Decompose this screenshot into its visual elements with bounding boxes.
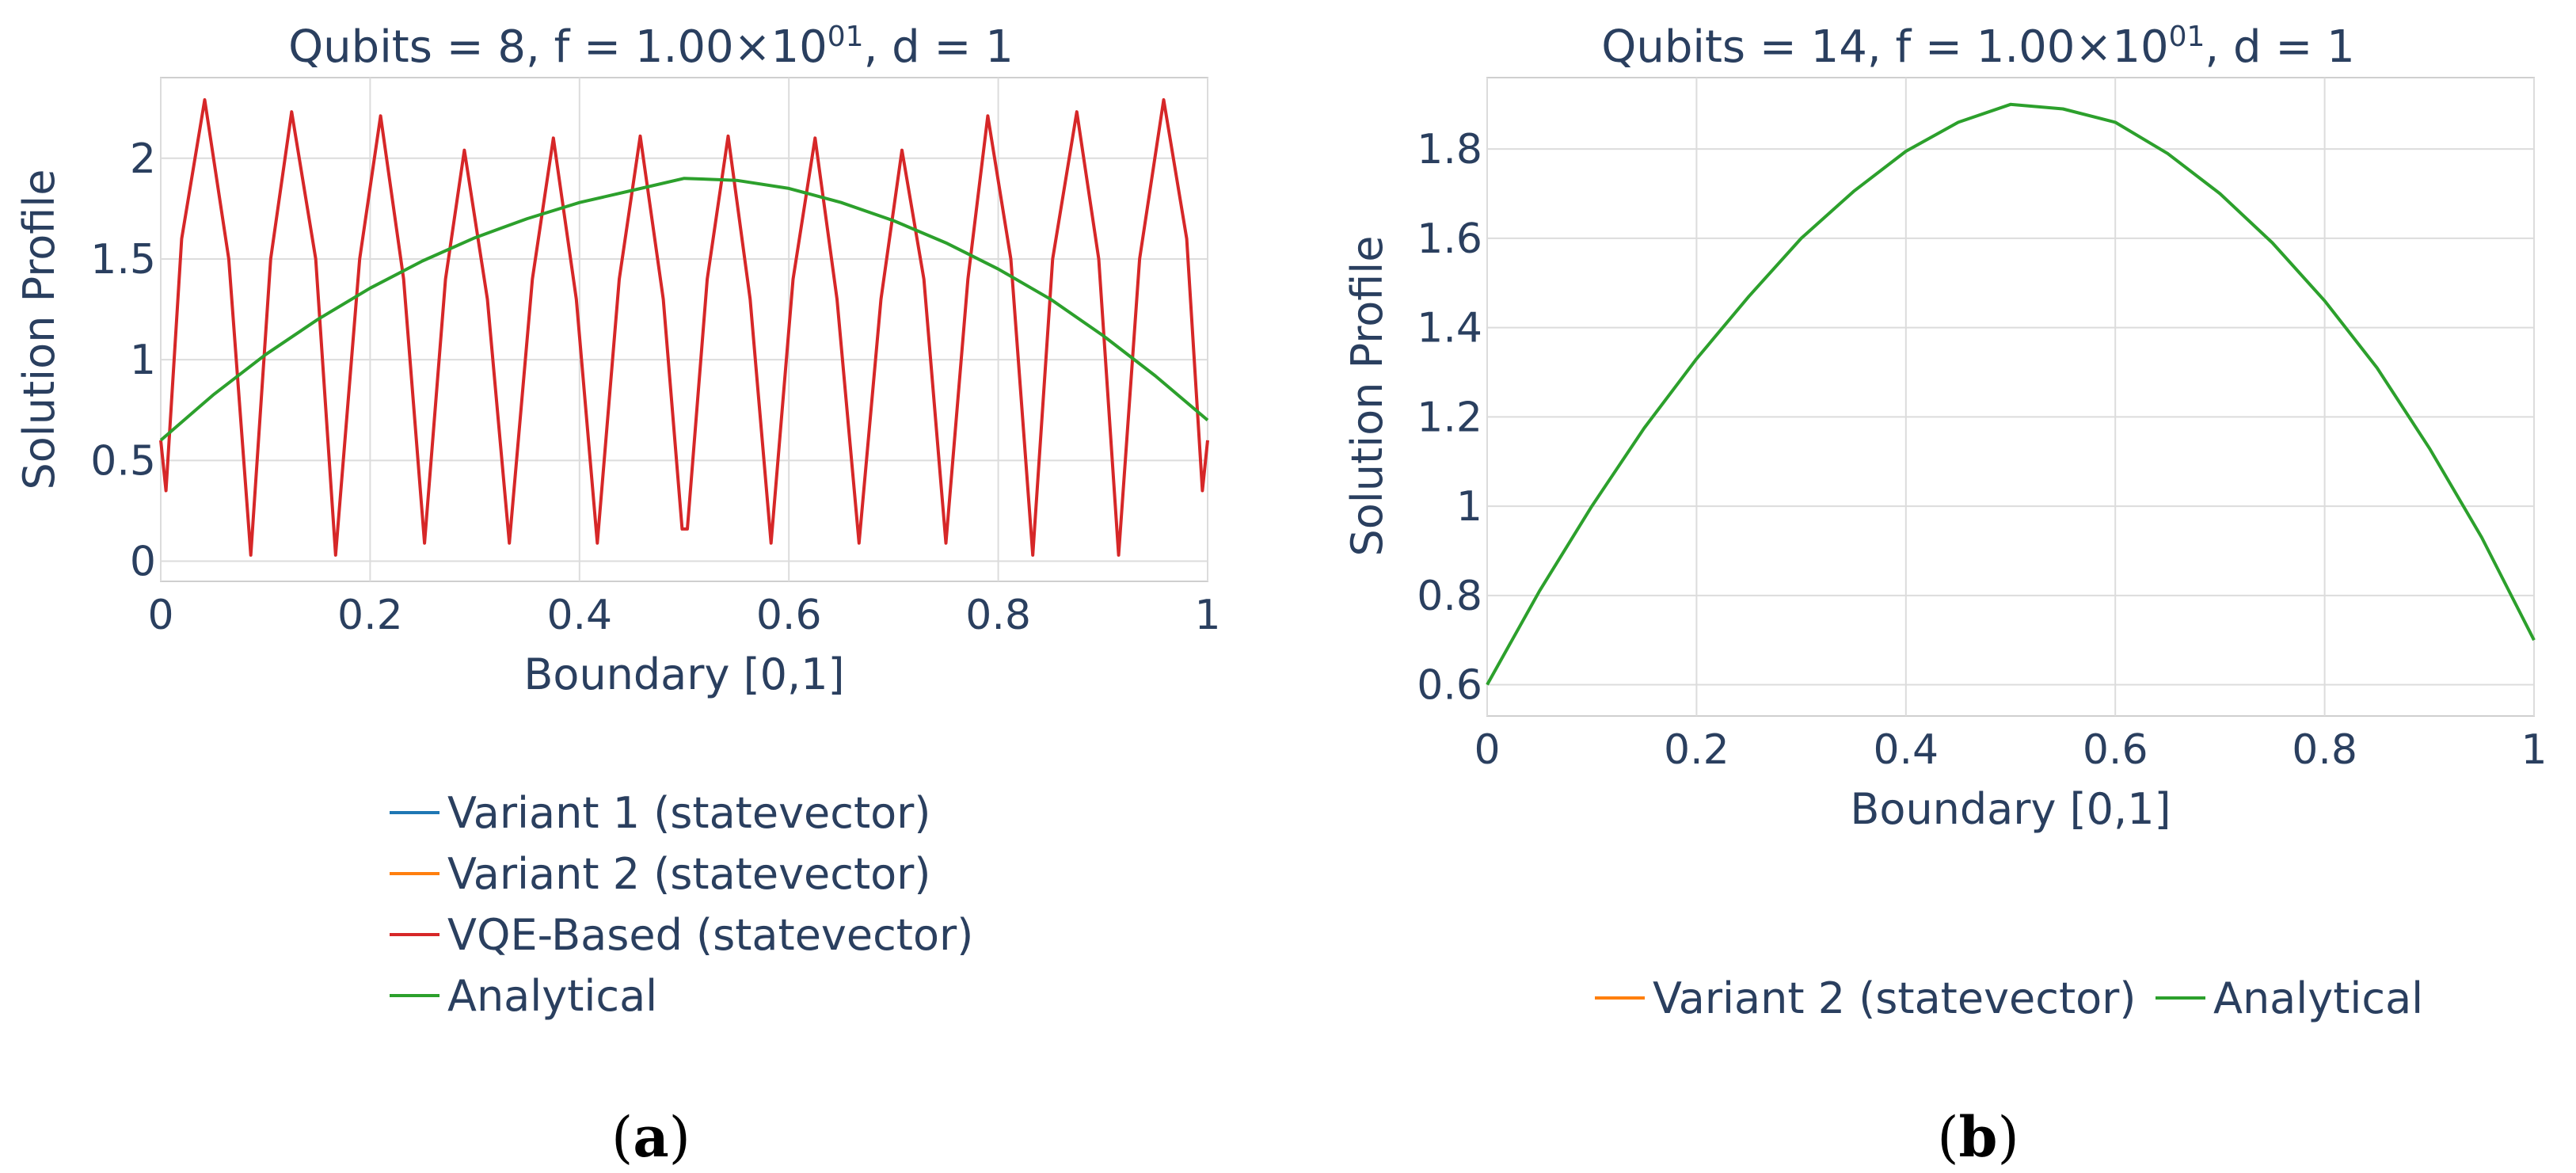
legend-a-item-vqe[interactable]: VQE-Based (statevector) <box>390 910 973 960</box>
chart-a-y-tick-label: 2 <box>130 135 156 183</box>
chart-a-x-tick-label: 0.8 <box>965 592 1031 639</box>
chart-b-y-tick-label: 1.8 <box>1417 126 1482 173</box>
chart-b-x-ticks: 0 0.2 0.4 0.6 0.8 1 <box>1474 726 2547 774</box>
caption-b: (b) <box>1937 1104 2019 1170</box>
chart-panel-a: Qubits = 8, f = 1.00×1001, d = 1 0 0.2 0.4… <box>14 21 1221 1170</box>
caption-a: (a) <box>611 1104 691 1170</box>
chart-a-x-tick-label: 0.2 <box>337 592 403 639</box>
chart-b-y-tick-label: 1.2 <box>1417 394 1482 441</box>
chart-a-legend: Variant 1 (statevector) Variant 2 (state… <box>390 788 973 1021</box>
legend-a-label-vqe: VQE-Based (statevector) <box>447 910 973 960</box>
chart-a-plot-area <box>160 77 1208 582</box>
chart-a-gridlines <box>160 78 1208 581</box>
chart-a-series-group <box>159 98 1209 557</box>
chart-a-x-ticks: 0 0.2 0.4 0.6 0.8 1 <box>147 592 1220 639</box>
legend-b-label-analytical: Analytical <box>2213 973 2423 1023</box>
chart-b-y-tick-label: 1 <box>1456 483 1482 531</box>
chart-a-y-tick-label: 0.5 <box>90 437 156 485</box>
chart-b-y-tick-label: 0.8 <box>1417 573 1482 620</box>
chart-a-y-ticks: 0 0.5 1 1.5 2 <box>90 135 156 586</box>
chart-b-legend: Variant 2 (statevector) Analytical <box>1595 973 2423 1023</box>
legend-a-label-variant1: Variant 1 (statevector) <box>447 788 930 838</box>
chart-a-x-tick-label: 0.6 <box>756 592 822 639</box>
chart-a-y-tick-label: 0 <box>130 539 156 586</box>
chart-b-y-tick-label: 1.4 <box>1417 305 1482 352</box>
chart-a-series-analytical-line <box>159 177 1209 442</box>
chart-a-y-tick-label: 1 <box>130 337 156 384</box>
legend-b-label-variant2: Variant 2 (statevector) <box>1653 973 2136 1023</box>
chart-b-y-ticks: 0.6 0.8 1 1.2 1.4 1.6 1.8 <box>1417 126 1482 709</box>
chart-b-series-analytical-line <box>1486 102 2536 686</box>
chart-a-x-tick-label: 0.4 <box>546 592 612 639</box>
chart-b-x-tick-label: 0.6 <box>2083 726 2148 774</box>
chart-a-y-axis-title: Solution Profile <box>14 169 64 489</box>
chart-a-x-axis-title: Boundary [0,1] <box>523 649 844 699</box>
legend-a-item-variant1[interactable]: Variant 1 (statevector) <box>390 788 930 838</box>
chart-a-y-tick-label: 1.5 <box>90 236 156 284</box>
chart-b-x-tick-label: 1 <box>2521 726 2547 774</box>
legend-a-label-analytical: Analytical <box>447 971 657 1021</box>
chart-a-title: Qubits = 8, f = 1.00×1001, d = 1 <box>288 21 1014 73</box>
chart-b-x-axis-title: Boundary [0,1] <box>1850 784 2171 834</box>
chart-a-series-vqe-line <box>159 98 1209 557</box>
chart-b-x-tick-label: 0.8 <box>2292 726 2357 774</box>
chart-b-y-tick-label: 0.6 <box>1417 662 1482 710</box>
chart-b-plot-area <box>1486 77 2535 717</box>
chart-b-y-tick-label: 1.6 <box>1417 215 1482 263</box>
legend-b-item-analytical[interactable]: Analytical <box>2156 973 2423 1023</box>
chart-panel-b: Qubits = 14, f = 1.00×1001, d = 1 0 0.2 0.… <box>1342 21 2547 1170</box>
legend-a-label-variant2: Variant 2 (statevector) <box>447 849 930 899</box>
chart-b-title: Qubits = 14, f = 1.00×1001, d = 1 <box>1601 21 2354 73</box>
legend-b-item-variant2[interactable]: Variant 2 (statevector) <box>1595 973 2136 1023</box>
chart-b-x-tick-label: 0.2 <box>1664 726 1729 774</box>
legend-a-item-analytical[interactable]: Analytical <box>390 971 657 1021</box>
chart-b-x-tick-label: 0.4 <box>1873 726 1939 774</box>
chart-b-x-tick-label: 0 <box>1474 726 1500 774</box>
chart-a-x-tick-label: 0 <box>147 592 173 639</box>
chart-b-y-axis-title: Solution Profile <box>1342 235 1392 556</box>
chart-a-x-tick-label: 1 <box>1194 592 1220 639</box>
chart-b-series-group <box>1486 102 2536 686</box>
legend-a-item-variant2[interactable]: Variant 2 (statevector) <box>390 849 930 899</box>
chart-b-gridlines <box>1486 78 2535 716</box>
